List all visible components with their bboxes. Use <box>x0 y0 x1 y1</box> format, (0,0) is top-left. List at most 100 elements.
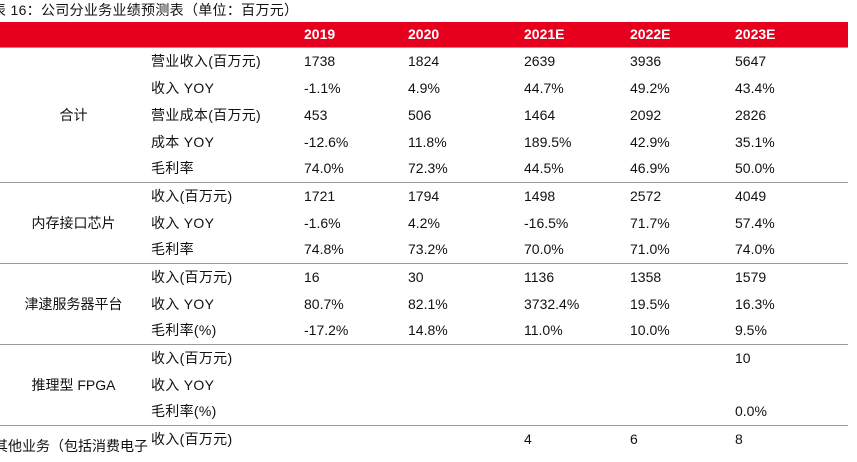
table-row: 毛利率 74.0% 72.3% 44.5% 46.9% 50.0% <box>0 155 848 182</box>
segment-name: 其他业务（包括消费电子 <box>0 424 148 454</box>
value-cell: 1464 <box>524 106 556 123</box>
metric-label: 收入 YOY <box>151 79 215 96</box>
value-cell: 35.1% <box>735 133 775 150</box>
value-cell: 43.4% <box>735 79 775 96</box>
value-cell <box>300 343 404 371</box>
value-cell: 30 <box>404 262 520 290</box>
value-cell: 44.7% <box>524 79 564 96</box>
value-cell: 2826 <box>735 106 767 123</box>
value-cell: -1.1% <box>304 79 341 96</box>
table-row: 内存接口芯片 收入(百万元) 1721 1794 1498 2572 4049 <box>0 181 848 263</box>
table-row: 成本 YOY -12.6% 11.8% 189.5% 42.9% 35.1% <box>0 128 848 155</box>
value-cell: -17.2% <box>304 322 349 339</box>
value-cell: 1136 <box>520 262 626 290</box>
value-cell: 506 <box>408 106 432 123</box>
table-row: 营业成本(百万元) 453 506 1464 2092 2826 <box>0 101 848 128</box>
header-cell-metric <box>147 22 300 47</box>
value-cell: 50.0% <box>735 160 775 177</box>
value-cell: 1358 <box>626 262 731 290</box>
header-cell-2020: 2020 <box>404 22 520 47</box>
metric-label: 收入(百万元) <box>147 424 300 452</box>
metric-label: 毛利率 <box>151 160 194 177</box>
value-cell: 1824 <box>404 46 520 74</box>
value-cell: 44.5% <box>524 160 564 177</box>
value-cell <box>404 343 520 371</box>
value-cell: 74.0% <box>735 241 775 258</box>
value-cell: 453 <box>304 106 328 123</box>
table-row: 推理型 FPGA 收入(百万元) 10 <box>0 343 848 425</box>
header-cell-2023e: 2023E <box>731 22 848 47</box>
value-cell <box>300 371 404 398</box>
value-cell: 0.0% <box>735 403 767 420</box>
metric-label: 成本 YOY <box>151 133 215 150</box>
value-cell: 1579 <box>731 262 848 290</box>
value-cell: -16.5% <box>524 214 569 231</box>
value-cell: 4049 <box>731 181 848 209</box>
value-cell: 10 <box>731 343 848 371</box>
value-cell: 4.2% <box>408 214 440 231</box>
table-row: 收入 YOY -1.6% 4.2% -16.5% 71.7% 57.4% <box>0 209 848 236</box>
value-cell <box>520 343 626 371</box>
metric-label: 毛利率(%) <box>151 403 217 420</box>
value-cell: 8 <box>731 424 848 452</box>
segment-name: 津逮服务器平台 <box>0 262 147 344</box>
value-cell: 5647 <box>731 46 848 74</box>
value-cell: 3936 <box>626 46 731 74</box>
value-cell <box>626 343 731 371</box>
table-row: 毛利率(%) -17.2% 14.8% 11.0% 10.0% 9.5% <box>0 317 848 344</box>
value-cell: 2639 <box>520 46 626 74</box>
table-row: 收入 YOY <box>0 371 848 398</box>
metric-label: 收入 YOY <box>151 376 215 393</box>
value-cell <box>520 398 626 425</box>
value-cell <box>520 371 626 398</box>
value-cell: -1.6% <box>304 214 341 231</box>
value-cell: 72.3% <box>408 160 448 177</box>
header-cell-2019: 2019 <box>300 22 404 47</box>
value-cell: 1721 <box>300 181 404 209</box>
value-cell: -12.6% <box>304 133 349 150</box>
value-cell <box>404 371 520 398</box>
metric-label: 收入(百万元) <box>147 181 300 209</box>
table-row: 津逮服务器平台 收入(百万元) 16 30 1136 1358 1579 <box>0 262 848 344</box>
value-cell <box>626 371 731 398</box>
table-row: 毛利率(%) 0.0% <box>0 398 848 425</box>
value-cell: 14.8% <box>408 322 448 339</box>
value-cell: 189.5% <box>524 133 572 150</box>
value-cell: 11.0% <box>524 322 563 339</box>
value-cell: 3732.4% <box>524 295 580 312</box>
segment-name: 推理型 FPGA <box>0 343 147 425</box>
segment-name: 合计 <box>0 46 147 182</box>
metric-label: 营业成本(百万元) <box>151 106 262 123</box>
value-cell: 82.1% <box>408 295 448 312</box>
metric-label: 毛利率 <box>151 241 194 258</box>
header-cell-2021e: 2021E <box>520 22 626 47</box>
value-cell: 9.5% <box>735 322 767 339</box>
metric-label: 收入(百万元) <box>147 343 300 371</box>
value-cell: 16.3% <box>735 295 775 312</box>
table-row: 收入 YOY -1.1% 4.9% 44.7% 49.2% 43.4% <box>0 74 848 101</box>
value-cell: 16 <box>300 262 404 290</box>
value-cell: 19.5% <box>630 295 670 312</box>
value-cell <box>300 398 404 425</box>
header-cell-segment <box>0 22 147 47</box>
value-cell: 4.9% <box>408 79 440 96</box>
value-cell: 2572 <box>626 181 731 209</box>
table-row: 收入 YOY 80.7% 82.1% 3732.4% 19.5% 16.3% <box>0 290 848 317</box>
value-cell <box>404 424 520 452</box>
forecast-table: 2019 2020 2021E 2022E 2023E 合计 营业收入(百万元)… <box>0 22 848 454</box>
table-row: 毛利率 74.8% 73.2% 70.0% 71.0% 74.0% <box>0 236 848 263</box>
value-cell: 46.9% <box>630 160 670 177</box>
value-cell: 1794 <box>404 181 520 209</box>
value-cell: 71.0% <box>630 241 670 258</box>
value-cell: 11.8% <box>408 133 447 150</box>
value-cell: 80.7% <box>304 295 344 312</box>
table-row: 合计 营业收入(百万元) 1738 1824 2639 3936 5647 <box>0 46 848 182</box>
value-cell <box>626 398 731 425</box>
metric-label: 收入 YOY <box>151 295 215 312</box>
metric-label: 收入(百万元) <box>147 262 300 290</box>
metric-label: 营业收入(百万元) <box>147 46 300 74</box>
value-cell <box>404 398 520 425</box>
value-cell <box>300 424 404 452</box>
value-cell: 57.4% <box>735 214 775 231</box>
header-cell-2022e: 2022E <box>626 22 731 47</box>
